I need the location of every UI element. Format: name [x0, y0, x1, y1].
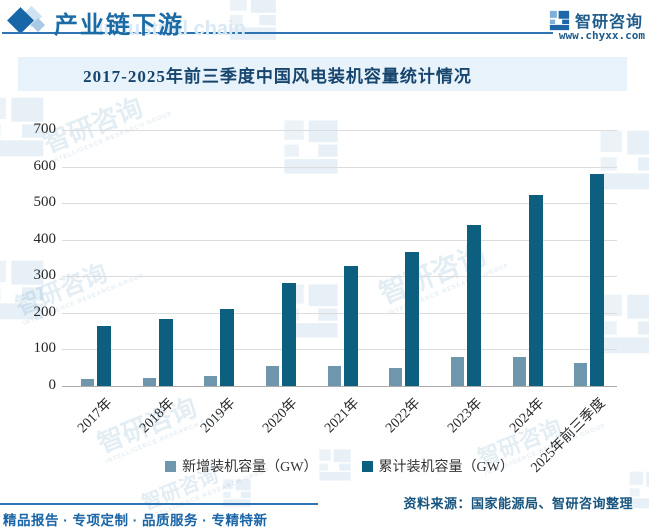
x-axis-line	[62, 386, 617, 387]
bar-new	[80, 379, 94, 386]
bar-new	[450, 357, 464, 386]
bar-new	[142, 378, 156, 386]
legend-swatch-cumulative	[361, 460, 373, 472]
bar-cumulative	[528, 195, 543, 386]
gridline	[62, 276, 617, 278]
bar-cumulative	[158, 319, 173, 386]
bar-cumulative	[590, 174, 605, 386]
bar-new	[204, 376, 218, 386]
gridline	[62, 203, 617, 205]
legend-swatch-new	[165, 460, 177, 472]
watermark-logo-icon	[0, 258, 46, 327]
watermark-logo-icon	[318, 448, 352, 487]
legend-item-new-capacity: 新增装机容量（GW）	[165, 456, 318, 476]
brand-website: www.chyxx.com	[558, 29, 645, 42]
watermark-logo-icon	[0, 95, 46, 164]
watermark-logo-icon	[628, 470, 649, 515]
y-tick-label: 700	[33, 121, 57, 137]
bar-cumulative	[405, 252, 420, 386]
y-tick-label: 400	[33, 230, 57, 247]
bar-new	[512, 357, 526, 386]
y-tick-label: 0	[48, 377, 57, 393]
gridline	[62, 349, 617, 351]
header-divider	[2, 32, 553, 34]
y-tick-label: 100	[33, 340, 57, 357]
x-tick-label: 2021年	[321, 395, 362, 437]
legend: 新增装机容量（GW） 累计装机容量（GW）	[62, 456, 617, 476]
watermark-logo-icon	[598, 292, 649, 361]
legend-label-cumulative: 累计装机容量（GW）	[378, 460, 514, 475]
watermark-logo-icon	[282, 118, 340, 181]
gridline	[62, 130, 617, 131]
plot-area	[62, 130, 617, 386]
y-tick-label: 500	[33, 194, 57, 211]
chart-title-band: 2017-2025年前三季度中国风电装机容量统计情况	[18, 57, 627, 91]
footer-tagline: 精品报告 · 专项定制 · 品质服务 · 专精特新	[3, 513, 268, 527]
bar-new	[389, 368, 403, 386]
brand-logo: 智研咨询	[549, 8, 643, 32]
brand-name: 智研咨询	[574, 14, 643, 31]
bar-new	[327, 366, 341, 386]
bar-cumulative	[281, 283, 296, 386]
y-tick-label: 300	[33, 267, 57, 284]
footer-divider	[0, 503, 318, 505]
zhiyan-logo-icon	[549, 10, 570, 30]
y-tick-label: 200	[33, 303, 57, 320]
gridline	[62, 166, 617, 168]
x-tick-label: 2022年	[383, 395, 424, 437]
section-title: 产业链下游	[54, 13, 184, 39]
legend-item-cumulative: 累计装机容量（GW）	[361, 456, 514, 476]
x-tick-label: 2023年	[444, 395, 486, 437]
y-tick-label: 600	[33, 157, 57, 174]
data-source: 资料来源：国家能源局、智研咨询整理	[403, 496, 633, 511]
bar-cumulative	[466, 225, 481, 386]
bar-new	[574, 363, 588, 386]
gridline	[62, 312, 617, 314]
x-tick-label: 2020年	[259, 395, 301, 437]
bar-new	[265, 366, 279, 386]
chart-title: 2017-2025年前三季度中国风电装机容量统计情况	[83, 66, 472, 86]
bar-cumulative	[220, 309, 235, 386]
header-watermark-text: Industrial chain	[98, 18, 246, 40]
watermark-logo-icon	[598, 128, 649, 197]
gridline	[62, 239, 617, 241]
bar-cumulative	[96, 326, 111, 386]
bar-cumulative	[343, 266, 358, 386]
legend-label-new: 新增装机容量（GW）	[182, 460, 318, 475]
